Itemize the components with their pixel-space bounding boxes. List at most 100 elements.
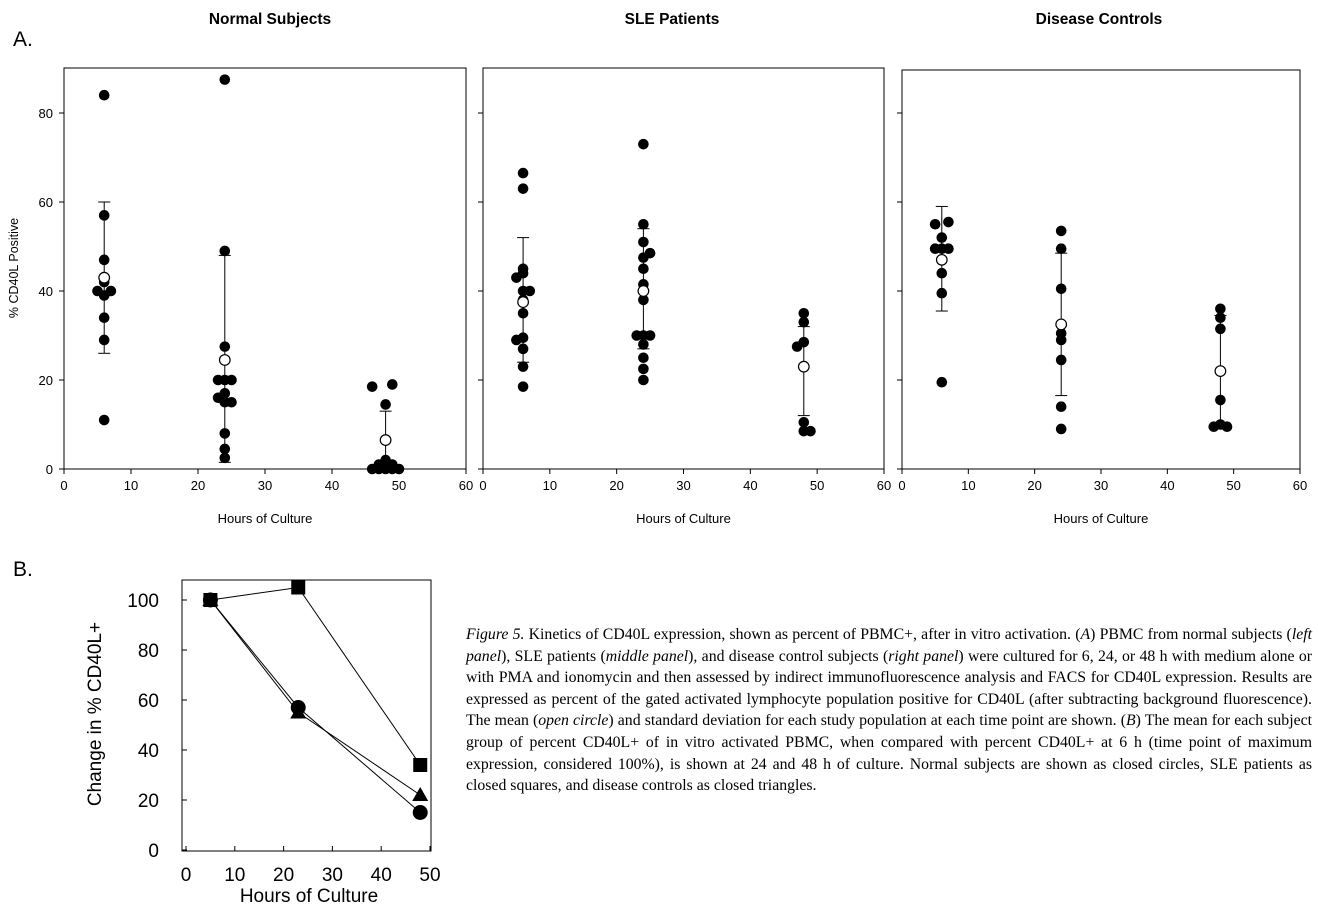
caption-text-5: ) were cultured for 6, 24, or 48 h with … [466, 647, 1312, 730]
panel3-data-point [1055, 225, 1067, 237]
panel3-mean-point [935, 253, 948, 266]
panel2-data-point [638, 363, 649, 375]
panel1-plot-frame [63, 67, 467, 470]
panel2-title: SLE Patients [625, 11, 720, 28]
panel2-data-point [638, 138, 649, 150]
panelB-x-tick-label: 0 [181, 865, 192, 886]
panel2-data-point [517, 343, 529, 355]
caption-text-3: ), SLE patients ( [501, 647, 606, 665]
panel1-data-point [98, 334, 110, 346]
panelB-x-axis-label: Hours of Culture [240, 886, 378, 907]
panel1-y-tick-label: 60 [39, 195, 53, 210]
panel3-data-point [1055, 354, 1067, 366]
panel2-data-point [517, 381, 529, 392]
panel1-x-tick-label: 0 [60, 478, 67, 493]
panel1-data-point [98, 89, 110, 101]
panelB-line-square [210, 586, 421, 766]
panel2-x-tick-label: 0 [479, 478, 486, 493]
panel3-x-tick-label: 0 [898, 478, 905, 493]
panel1-y-axis-label: % CD40L Positive [7, 218, 21, 318]
panelB-x-tick-label: 10 [224, 865, 245, 886]
panel3-data-point [1055, 243, 1067, 255]
panel1-data-point [226, 374, 237, 386]
panelB-x-tick-label: 30 [322, 865, 343, 886]
panel2-x-axis-label: Hours of Culture [636, 511, 731, 526]
panel2-plot-frame [482, 67, 885, 470]
panelB-y-tick-label: 80 [138, 641, 159, 662]
panel2-x-tick-label: 50 [810, 478, 824, 493]
panel1-data-point [98, 312, 110, 324]
panel3-data-point [1055, 401, 1067, 413]
panel1-data-point [219, 452, 231, 464]
panelB-line-triangle [210, 599, 421, 796]
panel2-x-tick-label: 60 [877, 478, 891, 493]
panel1-data-point [219, 443, 231, 455]
panel1-data-point [387, 379, 398, 390]
panel1-x-tick-label: 40 [325, 478, 339, 493]
panel1-data-point [98, 414, 110, 426]
panel2-data-point [638, 352, 649, 364]
panel2-mean-point [637, 285, 650, 297]
panel1-y-tick-label: 0 [46, 462, 53, 477]
panel1-data-point [219, 428, 231, 439]
panel1-y-tick-label: 20 [39, 373, 53, 388]
panel-a-label: A. [13, 28, 33, 51]
panel2-data-point [517, 307, 529, 319]
panelB-marker-circle [412, 805, 428, 820]
panel3-mean-point [1214, 365, 1227, 378]
panel1-y-tick-label: 40 [39, 284, 53, 299]
panel2-data-point [798, 336, 810, 348]
caption-text-6: ) and standard deviation for each study … [608, 712, 1126, 730]
panel3-data-point [943, 216, 954, 228]
panel3-x-tick-label: 60 [1293, 478, 1307, 493]
panel1-y-tick-label: 80 [39, 106, 53, 121]
panel3-data-point [1055, 334, 1067, 346]
panel3-data-point [936, 267, 948, 279]
panel3-data-point [1055, 423, 1067, 435]
panel2-data-point [638, 236, 649, 248]
panelB-y-tick-label: 20 [138, 791, 159, 812]
panel2-mean-point [517, 296, 529, 309]
panelB-marker-triangle [412, 787, 429, 801]
panel3-data-point [1221, 421, 1233, 433]
panel3-data-point [929, 218, 941, 230]
panel1-data-point [219, 341, 231, 352]
panel3-data-point [943, 243, 954, 255]
panel3-x-tick-label: 50 [1226, 478, 1240, 493]
panel1-x-tick-label: 50 [392, 478, 406, 493]
caption-ref-a: A [1080, 626, 1091, 643]
panel2-x-tick-label: 20 [609, 478, 623, 493]
figure-caption: Figure 5. Kinetics of CD40L expression, … [466, 624, 1312, 797]
panel1-mean-point [98, 271, 111, 284]
caption-text-2: ) PBMC from normal subjects ( [1090, 626, 1292, 643]
panel3-mean-point [1055, 318, 1068, 331]
panel2-data-point [638, 294, 649, 306]
panelB-x-tick-label: 40 [371, 865, 392, 886]
panel2-data-point [798, 416, 810, 428]
panel1-data-point [366, 381, 378, 392]
panel2-data-point [517, 183, 529, 194]
panel2-data-point [798, 307, 810, 319]
panelB-y-tick-label: 60 [138, 691, 159, 712]
panel2-data-point [524, 285, 536, 297]
panel1-data-point [219, 74, 231, 85]
panelB-x-tick-label: 20 [273, 865, 294, 886]
panel2-data-point [638, 218, 649, 230]
panel1-mean-point [218, 354, 231, 366]
caption-text-1: Kinetics of CD40L expression, shown as p… [524, 626, 1081, 643]
panel3-data-point [1215, 303, 1226, 315]
panel3-x-tick-label: 30 [1094, 478, 1108, 493]
caption-left-panel: left panel [466, 626, 1312, 665]
panelB-marker-circle [202, 592, 218, 608]
panel2-data-point [638, 374, 649, 386]
panel2-x-tick-label: 30 [676, 478, 690, 493]
caption-text-7: ) The mean for each subject group of per… [466, 712, 1313, 795]
panel1-x-tick-label: 20 [191, 478, 205, 493]
panelB-y-tick-label: 100 [127, 591, 159, 612]
panel3-data-point [1215, 394, 1226, 406]
panel2-data-point [511, 272, 522, 283]
panelB-x-tick-label: 50 [419, 865, 440, 886]
panel1-x-tick-label: 10 [124, 478, 138, 493]
caption-open-circle: open circle [538, 712, 609, 730]
